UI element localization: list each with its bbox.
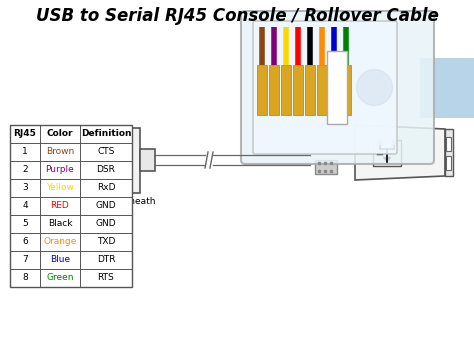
Text: Pin1: Pin1 <box>22 180 47 189</box>
Circle shape <box>356 70 392 105</box>
FancyBboxPatch shape <box>253 21 397 154</box>
Text: 3: 3 <box>22 184 28 192</box>
Text: RTS: RTS <box>98 273 114 283</box>
Text: Green: Green <box>46 273 74 283</box>
Bar <box>305 65 315 115</box>
Polygon shape <box>355 125 445 180</box>
Bar <box>140 149 155 171</box>
Text: Definition: Definition <box>81 130 131 138</box>
Text: RJ45: RJ45 <box>14 130 36 138</box>
Text: Brown: Brown <box>46 147 74 157</box>
Text: RxD: RxD <box>97 184 115 192</box>
Bar <box>329 65 339 115</box>
Text: 1: 1 <box>22 147 28 157</box>
Text: GND: GND <box>96 202 116 211</box>
Circle shape <box>392 141 396 146</box>
Bar <box>446 137 451 151</box>
Bar <box>373 140 401 165</box>
Bar <box>341 65 351 115</box>
Bar <box>257 65 267 115</box>
Bar <box>10 125 132 287</box>
Bar <box>446 156 451 170</box>
Text: DSR: DSR <box>97 165 116 175</box>
Text: 5: 5 <box>22 219 28 229</box>
Text: 8: 8 <box>22 273 28 283</box>
Text: 2: 2 <box>22 165 28 175</box>
Bar <box>317 65 327 115</box>
Text: Orange: Orange <box>43 237 77 246</box>
Bar <box>328 51 347 124</box>
Text: Blue: Blue <box>50 256 70 264</box>
Text: USB to Serial RJ45 Console / Rollover Cable: USB to Serial RJ45 Console / Rollover Ca… <box>36 7 438 25</box>
Text: CTS: CTS <box>97 147 115 157</box>
Text: Yellow: Yellow <box>46 184 74 192</box>
Bar <box>80 127 140 192</box>
Polygon shape <box>383 158 391 162</box>
Text: Color: Color <box>47 130 73 138</box>
Bar <box>315 160 337 174</box>
Bar <box>281 65 291 115</box>
Text: Black: Black <box>48 219 72 229</box>
Text: DTR: DTR <box>97 256 115 264</box>
Circle shape <box>378 141 382 146</box>
Text: Hook is under-neath: Hook is under-neath <box>64 197 156 206</box>
Text: 7: 7 <box>22 256 28 264</box>
Text: RED: RED <box>51 202 69 211</box>
Bar <box>293 65 303 115</box>
Bar <box>269 65 279 115</box>
FancyBboxPatch shape <box>241 11 434 164</box>
Text: Purple: Purple <box>46 165 74 175</box>
Bar <box>445 129 453 176</box>
Text: 4: 4 <box>22 202 28 211</box>
Text: GND: GND <box>96 219 116 229</box>
Text: TXD: TXD <box>97 237 115 246</box>
Text: 6: 6 <box>22 237 28 246</box>
